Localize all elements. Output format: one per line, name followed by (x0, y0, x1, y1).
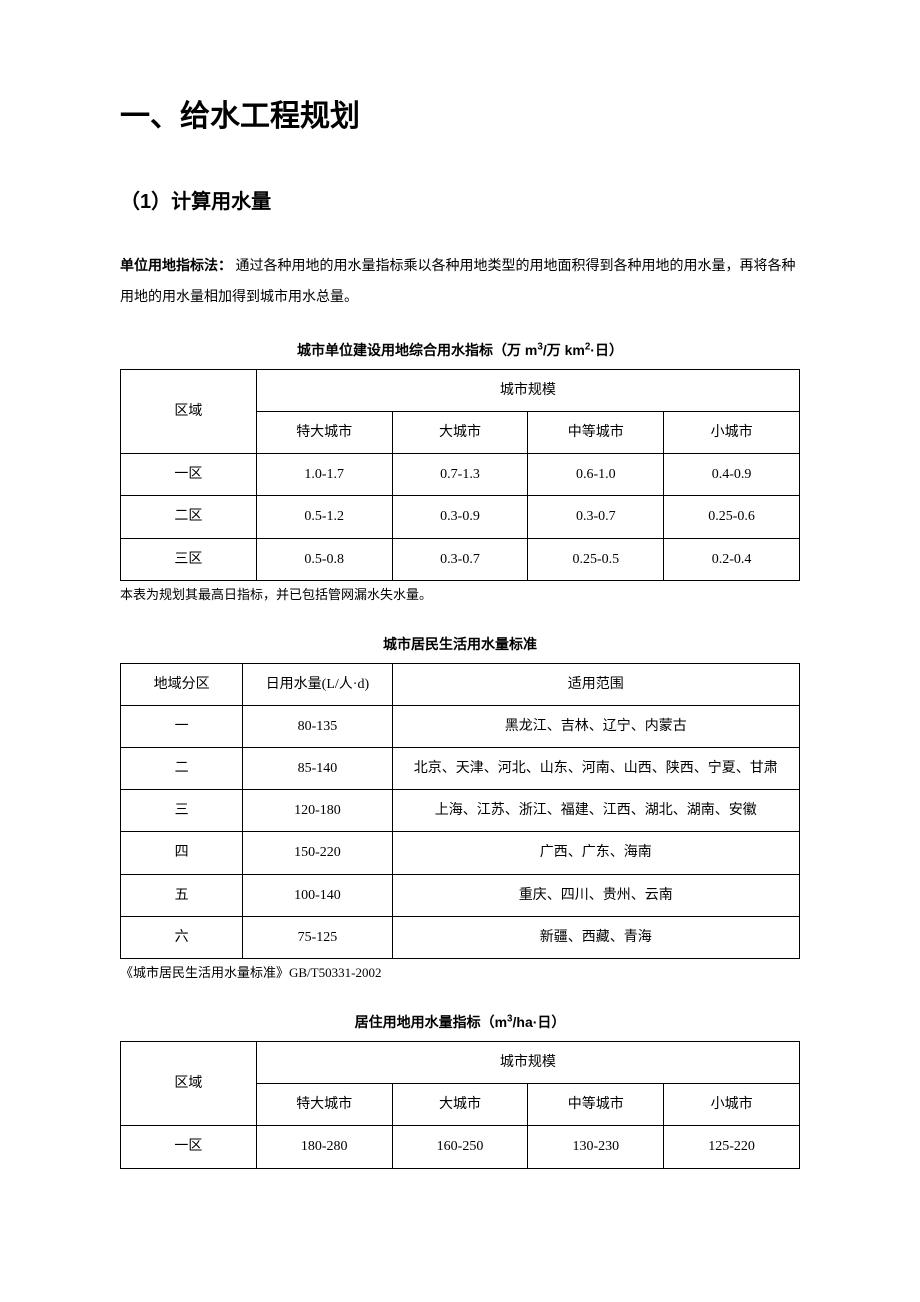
t1-sub-1: 大城市 (392, 411, 528, 453)
t1-r2-v1: 0.3-0.7 (392, 538, 528, 580)
t1-r2-v2: 0.25-0.5 (528, 538, 664, 580)
heading-sub: （1）计算用水量 (120, 184, 800, 220)
t1-r1-region: 二区 (121, 496, 257, 538)
t2-r2-zone: 三 (121, 790, 243, 832)
t2-r1-usage: 85-140 (243, 748, 392, 790)
t2-r5-zone: 六 (121, 916, 243, 958)
t2-r5-scope: 新疆、西藏、青海 (392, 916, 799, 958)
t2-r4-zone: 五 (121, 874, 243, 916)
table3-title: 居住用地用水量指标（m3/ha·日） (120, 1010, 800, 1035)
t2-r3-scope: 广西、广东、海南 (392, 832, 799, 874)
t1-header-region: 区域 (121, 369, 257, 453)
t2-h2: 适用范围 (392, 663, 799, 705)
table1: 区域 城市规模 特大城市 大城市 中等城市 小城市 一区 1.0-1.7 0.7… (120, 369, 800, 581)
t3-sub-3: 小城市 (664, 1084, 800, 1126)
t2-r0-zone: 一 (121, 705, 243, 747)
table-row: 一区 1.0-1.7 0.7-1.3 0.6-1.0 0.4-0.9 (121, 454, 800, 496)
t3-header-scale: 城市规模 (256, 1042, 799, 1084)
t1-r0-v3: 0.4-0.9 (664, 454, 800, 496)
t2-r0-scope: 黑龙江、吉林、辽宁、内蒙古 (392, 705, 799, 747)
table2-note: 《城市居民生活用水量标准》GB/T50331-2002 (120, 963, 800, 984)
t1-header-scale: 城市规模 (256, 369, 799, 411)
t1-r1-v1: 0.3-0.9 (392, 496, 528, 538)
t1-r1-v2: 0.3-0.7 (528, 496, 664, 538)
table2: 地域分区 日用水量(L/人·d) 适用范围 一 80-135 黑龙江、吉林、辽宁… (120, 663, 800, 959)
intro-paragraph: 单位用地指标法： 通过各种用地的用水量指标乘以各种用地类型的用地面积得到各种用地… (120, 250, 800, 314)
t3-sub-1: 大城市 (392, 1084, 528, 1126)
t3-r0-v2: 130-230 (528, 1126, 664, 1168)
t1-sub-0: 特大城市 (256, 411, 392, 453)
t3-r0-region: 一区 (121, 1126, 257, 1168)
table-row: 一区 180-280 160-250 130-230 125-220 (121, 1126, 800, 1168)
t2-r0-usage: 80-135 (243, 705, 392, 747)
t2-h0: 地域分区 (121, 663, 243, 705)
t1-r1-v0: 0.5-1.2 (256, 496, 392, 538)
t2-r3-zone: 四 (121, 832, 243, 874)
table-row: 二 85-140 北京、天津、河北、山东、河南、山西、陕西、宁夏、甘肃 (121, 748, 800, 790)
t2-r2-scope: 上海、江苏、浙江、福建、江西、湖北、湖南、安徽 (392, 790, 799, 832)
table-row: 六 75-125 新疆、西藏、青海 (121, 916, 800, 958)
t2-r2-usage: 120-180 (243, 790, 392, 832)
t2-r4-usage: 100-140 (243, 874, 392, 916)
t1-r2-v3: 0.2-0.4 (664, 538, 800, 580)
t2-r1-zone: 二 (121, 748, 243, 790)
heading-main: 一、给水工程规划 (120, 90, 800, 144)
t1-r0-v2: 0.6-1.0 (528, 454, 664, 496)
t2-r3-usage: 150-220 (243, 832, 392, 874)
t3-r0-v1: 160-250 (392, 1126, 528, 1168)
table2-title: 城市居民生活用水量标准 (120, 632, 800, 657)
table1-note: 本表为规划其最高日指标，并已包括管网漏水失水量。 (120, 585, 800, 606)
t3-r0-v0: 180-280 (256, 1126, 392, 1168)
table3: 区域 城市规模 特大城市 大城市 中等城市 小城市 一区 180-280 160… (120, 1041, 800, 1169)
t1-sub-2: 中等城市 (528, 411, 664, 453)
t1-r0-region: 一区 (121, 454, 257, 496)
t1-r0-v0: 1.0-1.7 (256, 454, 392, 496)
table-row: 三区 0.5-0.8 0.3-0.7 0.25-0.5 0.2-0.4 (121, 538, 800, 580)
t1-r2-region: 三区 (121, 538, 257, 580)
t1-sub-3: 小城市 (664, 411, 800, 453)
table-row: 四 150-220 广西、广东、海南 (121, 832, 800, 874)
t3-sub-2: 中等城市 (528, 1084, 664, 1126)
table-row: 二区 0.5-1.2 0.3-0.9 0.3-0.7 0.25-0.6 (121, 496, 800, 538)
t3-header-region: 区域 (121, 1042, 257, 1126)
t3-r0-v3: 125-220 (664, 1126, 800, 1168)
t1-r1-v3: 0.25-0.6 (664, 496, 800, 538)
intro-lead: 单位用地指标法： (120, 257, 232, 273)
t3-sub-0: 特大城市 (256, 1084, 392, 1126)
table1-title: 城市单位建设用地综合用水指标（万 m3/万 km2·日） (120, 338, 800, 363)
t1-r2-v0: 0.5-0.8 (256, 538, 392, 580)
t1-r0-v1: 0.7-1.3 (392, 454, 528, 496)
t2-r4-scope: 重庆、四川、贵州、云南 (392, 874, 799, 916)
t2-r1-scope: 北京、天津、河北、山东、河南、山西、陕西、宁夏、甘肃 (392, 748, 799, 790)
table-row: 五 100-140 重庆、四川、贵州、云南 (121, 874, 800, 916)
t2-h1: 日用水量(L/人·d) (243, 663, 392, 705)
t2-r5-usage: 75-125 (243, 916, 392, 958)
table-row: 三 120-180 上海、江苏、浙江、福建、江西、湖北、湖南、安徽 (121, 790, 800, 832)
table-row: 一 80-135 黑龙江、吉林、辽宁、内蒙古 (121, 705, 800, 747)
